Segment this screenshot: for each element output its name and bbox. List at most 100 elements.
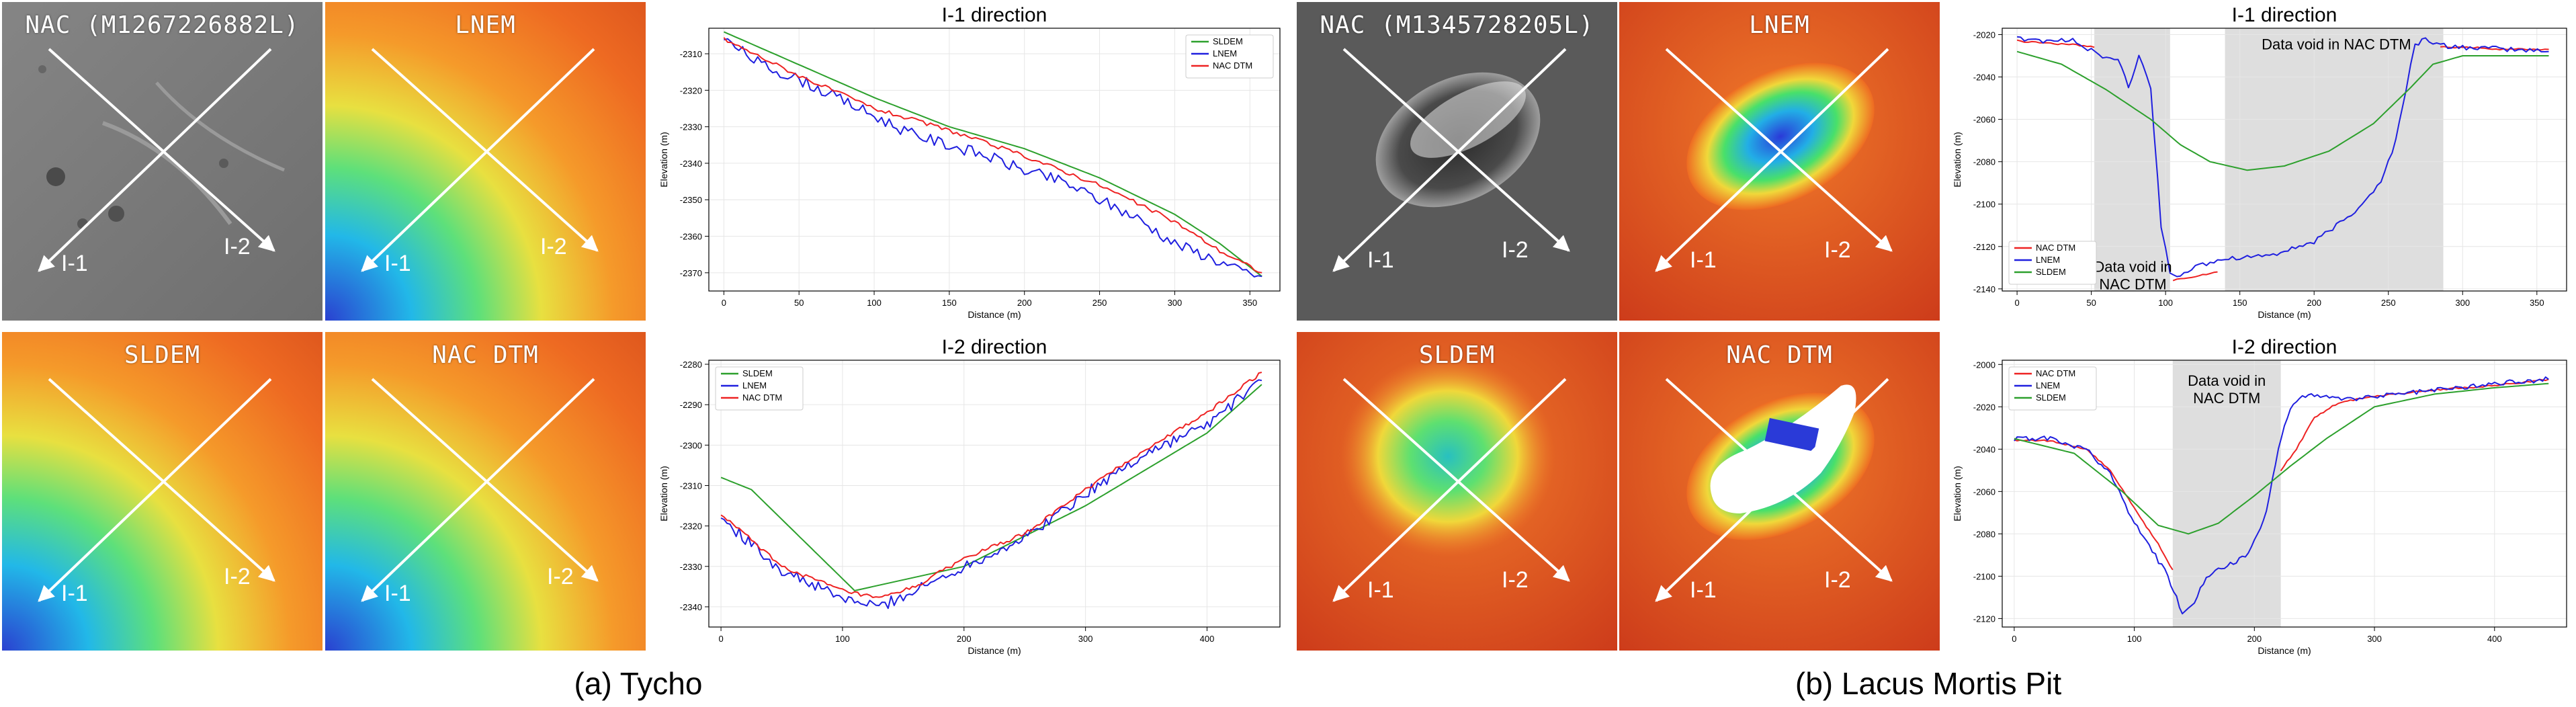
x-tick-label: 300 [2367, 634, 2382, 644]
x-tick-label: 200 [2307, 298, 2321, 308]
legend-box [2008, 241, 2097, 285]
tycho-nac-texture [2, 2, 323, 321]
x-tick-label: 0 [2014, 298, 2019, 308]
legend-box [715, 366, 804, 411]
lacus-sldem-image: SLDEM I-1 I-2 [1297, 332, 1617, 651]
y-tick-label: -2330 [680, 562, 702, 572]
lacus-nacdtm-title: NAC DTM [1726, 341, 1833, 369]
y-tick-label: -2000 [1973, 360, 1995, 370]
x-tick-label: 350 [1242, 298, 1257, 308]
x-tick-label: 400 [1200, 634, 1215, 644]
legend-label: SLDEM [2036, 392, 2066, 403]
chart-legend: SLDEM LNEM NAC DTM [1185, 34, 1274, 79]
y-tick-label: -2100 [1973, 571, 1995, 581]
y-tick-label: -2140 [1973, 284, 1995, 294]
y-tick-label: -2120 [1973, 242, 1995, 252]
y-tick-label: -2020 [1973, 402, 1995, 412]
tycho-lnem-image: LNEM I-1 I-2 [325, 2, 646, 321]
tycho-nac-label-i1: I-1 [61, 251, 88, 276]
tycho-nacdtm-title: NAC DTM [432, 341, 539, 369]
y-tick-label: -2320 [680, 522, 702, 532]
lacus-nacdtm-label-i2: I-2 [1824, 567, 1851, 593]
tycho-lnem-label-i2: I-2 [540, 234, 567, 259]
x-tick-label: 50 [2086, 298, 2096, 308]
x-tick-label: 300 [1078, 634, 1093, 644]
tycho-nac-title: NAC (M1267226882L) [25, 11, 300, 39]
series-line-nac-dtm [2172, 271, 2218, 282]
lacus-sldem-label-i1: I-1 [1367, 577, 1394, 603]
y-tick-label: -2280 [680, 360, 702, 370]
legend-label: NAC DTM [2036, 368, 2075, 378]
tycho-sldem-heatmap [2, 332, 323, 651]
series-line-lnem [724, 38, 1262, 278]
x-tick-label: 100 [867, 298, 882, 308]
x-tick-label: 0 [2012, 634, 2016, 644]
chart-title: I-2 direction [942, 336, 1047, 358]
y-tick-label: -2060 [1973, 487, 1995, 497]
legend-label: LNEM [2036, 380, 2060, 390]
series-line-sldem [723, 31, 1262, 278]
y-tick-label: -2100 [1973, 200, 1995, 210]
lacus-nac-texture [1297, 2, 1617, 321]
tycho-nacdtm-image: NAC DTM I-1 I-2 [325, 332, 646, 651]
tycho-nacdtm-heatmap [325, 332, 646, 651]
y-axis-label: Elevation (m) [1952, 132, 1963, 187]
x-tick-label: 300 [2455, 298, 2470, 308]
plot-frame [2002, 28, 2567, 292]
lacus-nacdtm-image: NAC DTM I-1 I-2 [1619, 332, 1940, 651]
x-tick-label: 150 [2233, 298, 2247, 308]
tycho-lnem-heatmap [325, 2, 646, 321]
lacus-nacdtm-label-i1: I-1 [1690, 577, 1717, 603]
legend-label: NAC DTM [1213, 60, 1252, 71]
y-tick-label: -2290 [680, 400, 702, 410]
legend-label: NAC DTM [2036, 243, 2075, 253]
y-tick-label: -2350 [680, 195, 702, 205]
tycho-nac-label-i2: I-2 [224, 234, 251, 259]
legend-label: LNEM [1213, 48, 1237, 58]
x-axis-label: Distance (m) [2258, 309, 2311, 320]
chart-title: I-1 direction [2232, 4, 2337, 26]
x-tick-label: 50 [794, 298, 804, 308]
tycho-i2-chart: I-2 direction 0 100 200 300 400 -2340 -2330 -232… [648, 332, 1287, 664]
lacus-i2-chart-svg: I-2 direction 0 100 200 300 400 -2120 -2100 -208… [1952, 336, 2567, 656]
x-tick-label: 0 [722, 298, 726, 308]
data-void-annotation: Data void in [2094, 259, 2172, 276]
lacus-lnem-image: LNEM I-1 I-2 [1619, 2, 1940, 321]
x-tick-label: 250 [1092, 298, 1107, 308]
series-line-sldem [720, 384, 1262, 591]
lacus-i2-chart: I-2 direction 0 100 200 300 400 -2120 -2100 -208… [1942, 332, 2573, 664]
data-void-annotation: Data void in NAC DTM [2262, 36, 2411, 53]
chart-legend: SLDEM LNEM NAC DTM [715, 366, 804, 411]
lacus-nac-label-i2: I-2 [1502, 237, 1529, 263]
plot-frame [2002, 360, 2567, 628]
chart-title: I-1 direction [942, 4, 1047, 26]
y-tick-label: -2330 [680, 122, 702, 132]
y-tick-label: -2360 [680, 232, 702, 242]
series-line-nac-dtm [720, 372, 1262, 598]
series-line-lnem [720, 379, 1262, 610]
lacus-nacdtm-heatmap [1619, 332, 1940, 651]
data-void-annotation: Data void in [2188, 372, 2266, 389]
lacus-lnem-label-i2: I-2 [1824, 237, 1851, 263]
tycho-sldem-image: SLDEM I-1 I-2 [2, 332, 323, 651]
lacus-nac-image: NAC (M1345728205L) I-1 I-2 [1297, 2, 1617, 321]
legend-label: LNEM [2036, 255, 2060, 265]
x-tick-label: 350 [2530, 298, 2544, 308]
data-void-band [2225, 28, 2444, 291]
x-tick-label: 100 [835, 634, 850, 644]
x-axis-label: Distance (m) [968, 645, 1021, 656]
x-tick-label: 300 [1168, 298, 1183, 308]
series-line-nac-dtm [723, 37, 1262, 274]
x-tick-label: 200 [957, 634, 972, 644]
data-void-band [2172, 360, 2281, 627]
series-line-nac-dtm [2280, 378, 2549, 472]
series-line-nac-dtm [2014, 439, 2174, 571]
caption-lacus-mortis: (b) Lacus Mortis Pit [1795, 666, 2062, 701]
lacus-sldem-title: SLDEM [1418, 341, 1496, 369]
legend-box [1185, 34, 1274, 79]
lacus-sldem-label-i2: I-2 [1502, 567, 1529, 593]
legend-label: SLDEM [1213, 36, 1243, 46]
legend-box [2008, 366, 2097, 411]
tycho-nacdtm-label-i1: I-1 [384, 581, 411, 606]
data-void-annotation: NAC DTM [2099, 276, 2166, 293]
